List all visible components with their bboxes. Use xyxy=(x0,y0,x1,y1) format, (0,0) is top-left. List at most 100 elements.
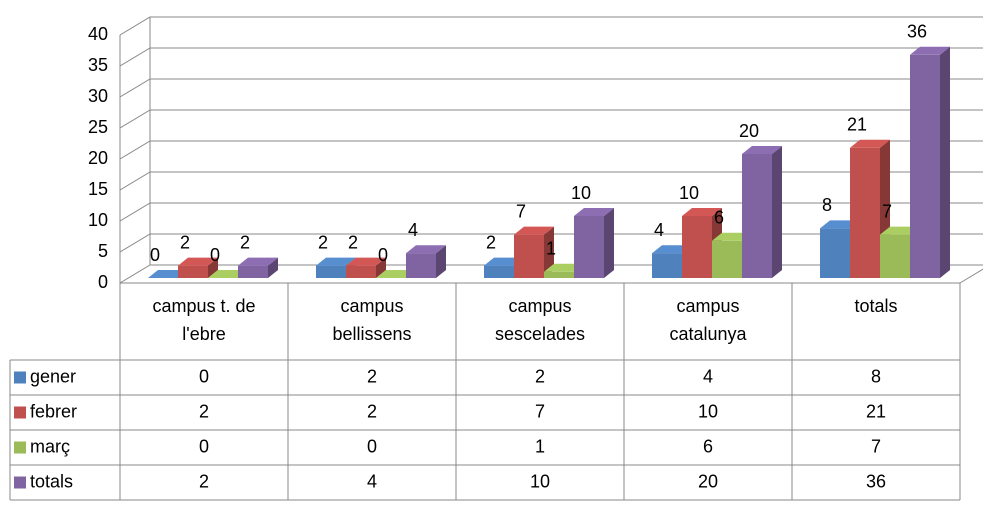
bar xyxy=(514,234,544,278)
table-cell: 0 xyxy=(199,436,209,456)
legend-label: març xyxy=(30,436,70,456)
legend-swatch xyxy=(14,476,26,489)
legend-label: febrer xyxy=(30,401,77,421)
table-cell: 4 xyxy=(367,471,377,491)
bar xyxy=(652,253,682,278)
y-tick-label: 40 xyxy=(88,24,108,44)
grid-line xyxy=(119,47,983,67)
data-label: 6 xyxy=(714,208,724,228)
bar xyxy=(544,271,574,278)
bar xyxy=(682,216,712,278)
bar xyxy=(880,234,910,278)
table-cell: 36 xyxy=(866,471,886,491)
bar-side xyxy=(604,208,614,278)
y-tick-label: 35 xyxy=(88,55,108,75)
table-cell: 2 xyxy=(199,401,209,421)
legend-label: totals xyxy=(30,471,73,491)
bar-side xyxy=(268,257,278,278)
bar-top xyxy=(238,257,278,266)
grid-line xyxy=(119,78,983,98)
data-label: 2 xyxy=(240,232,250,252)
data-label: 4 xyxy=(408,220,418,240)
bar xyxy=(910,54,940,278)
table-cell: 1 xyxy=(535,436,545,456)
table-cell: 7 xyxy=(535,401,545,421)
table-cell: 2 xyxy=(535,366,545,386)
bar xyxy=(238,265,268,278)
data-label: 0 xyxy=(378,245,388,265)
y-tick-label: 15 xyxy=(88,179,108,199)
data-label: 20 xyxy=(739,121,759,141)
bar xyxy=(712,240,742,278)
data-label: 8 xyxy=(822,195,832,215)
bar-side xyxy=(376,257,386,278)
data-label: 36 xyxy=(907,22,927,42)
table-cell: 4 xyxy=(703,366,713,386)
table-cell: 8 xyxy=(871,366,881,386)
bar xyxy=(742,154,772,278)
bar xyxy=(850,147,880,278)
data-label: 4 xyxy=(654,220,664,240)
table-cell: 2 xyxy=(199,471,209,491)
category-label: campus catalunya xyxy=(669,296,747,344)
legend-label: gener xyxy=(30,366,76,386)
data-label: 2 xyxy=(486,232,496,252)
bar xyxy=(178,265,208,278)
bar-side xyxy=(940,46,950,278)
table-cell: 10 xyxy=(698,401,718,421)
bar xyxy=(406,253,436,278)
category-label: totals xyxy=(854,296,898,316)
table-cell: 2 xyxy=(367,366,377,386)
bar xyxy=(346,265,376,278)
bar-side xyxy=(544,226,554,278)
table-cell: 2 xyxy=(367,401,377,421)
table-cell: 7 xyxy=(871,436,881,456)
bar xyxy=(820,228,850,278)
bar-side xyxy=(208,257,218,278)
table-cell: 6 xyxy=(703,436,713,456)
bar-top xyxy=(574,208,614,216)
data-label: 2 xyxy=(180,232,190,252)
bar-top xyxy=(742,146,782,154)
y-tick-label: 20 xyxy=(88,148,108,168)
bar xyxy=(574,216,604,278)
bar-top xyxy=(850,139,890,148)
y-tick-label: 5 xyxy=(98,241,108,261)
bar-top xyxy=(910,46,950,55)
bar-top xyxy=(178,257,218,266)
bar-side xyxy=(772,146,782,278)
data-label: 2 xyxy=(348,232,358,252)
grid-line xyxy=(119,109,983,129)
data-label: 0 xyxy=(210,245,220,265)
y-tick-label: 25 xyxy=(88,117,108,137)
data-label: 10 xyxy=(571,183,591,203)
bar-top xyxy=(514,226,554,235)
data-label: 1 xyxy=(546,239,556,259)
bar xyxy=(484,265,514,278)
bar xyxy=(316,265,346,278)
grid-line xyxy=(119,16,983,36)
data-label: 10 xyxy=(679,183,699,203)
legend-swatch xyxy=(14,371,26,384)
data-label: 21 xyxy=(847,115,867,135)
category-label: campus bellissens xyxy=(332,296,412,344)
grid-line xyxy=(119,202,983,222)
bar-top xyxy=(316,257,356,266)
legend-swatch xyxy=(14,441,26,454)
category-label: campus sescelades xyxy=(494,296,586,344)
category-label: campus t. de l'ebre xyxy=(152,296,256,344)
data-label: 7 xyxy=(882,201,892,221)
table-cell: 10 xyxy=(530,471,550,491)
y-tick-label: 30 xyxy=(88,86,108,106)
table-cell: 0 xyxy=(199,366,209,386)
data-label: 2 xyxy=(318,232,328,252)
table-cell: 0 xyxy=(367,436,377,456)
floor-edge xyxy=(959,268,983,284)
y-tick-label: 0 xyxy=(98,272,108,292)
grid-line xyxy=(119,140,983,160)
data-label: 7 xyxy=(516,201,526,221)
table-cell: 20 xyxy=(698,471,718,491)
table-cell: 21 xyxy=(866,401,886,421)
y-tick-label: 10 xyxy=(88,210,108,230)
